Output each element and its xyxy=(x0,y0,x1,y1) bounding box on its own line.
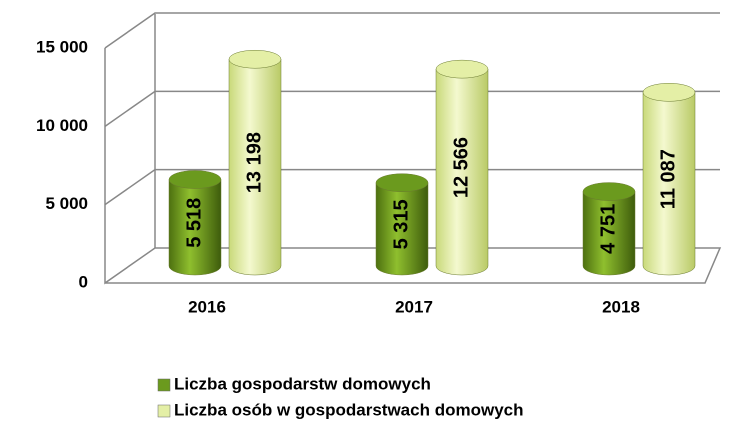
cylinder-top xyxy=(228,49,282,69)
value-label: 5 315 xyxy=(390,199,412,249)
cylinder xyxy=(642,83,696,276)
legend-label: Liczba gospodarstw domowych xyxy=(174,374,431,393)
cylinder-top xyxy=(582,182,636,201)
legend-label: Liczba osób w gospodarstwach domowych xyxy=(174,400,524,419)
legend-swatch xyxy=(157,378,171,392)
value-label: 5 518 xyxy=(183,198,205,248)
y-tick-label: 0 xyxy=(79,272,88,291)
value-label: 11 087 xyxy=(657,149,679,209)
cylinder-top xyxy=(168,170,222,189)
y-tick-label: 15 000 xyxy=(36,37,88,56)
cylinder-body xyxy=(582,191,636,276)
value-label: 4 751 xyxy=(597,204,619,254)
x-tick-label: 2018 xyxy=(602,297,640,316)
cylinder-body xyxy=(435,68,489,276)
cylinder-body xyxy=(168,179,222,276)
grid-line xyxy=(104,168,720,206)
y-tick-label: 5 000 xyxy=(45,194,88,213)
cylinder-top xyxy=(642,83,696,102)
cylinder-body xyxy=(642,92,696,276)
x-tick-label: 2016 xyxy=(188,297,226,316)
cylinder-top xyxy=(375,173,429,192)
value-label: 13 198 xyxy=(243,132,265,193)
grid-line xyxy=(104,90,720,127)
cylinder xyxy=(375,173,429,276)
value-label: 12 566 xyxy=(450,137,472,198)
cylinder xyxy=(168,170,222,276)
cylinder xyxy=(582,182,636,276)
cylinder-body xyxy=(228,58,282,276)
x-tick-label: 2017 xyxy=(395,297,433,316)
legend-swatch xyxy=(157,404,171,418)
y-tick-label: 10 000 xyxy=(36,116,88,135)
grid-line xyxy=(104,12,720,49)
cylinder xyxy=(228,49,282,276)
cylinder-top xyxy=(435,59,489,79)
cylinder-body xyxy=(375,182,429,276)
cylinder xyxy=(435,59,489,276)
